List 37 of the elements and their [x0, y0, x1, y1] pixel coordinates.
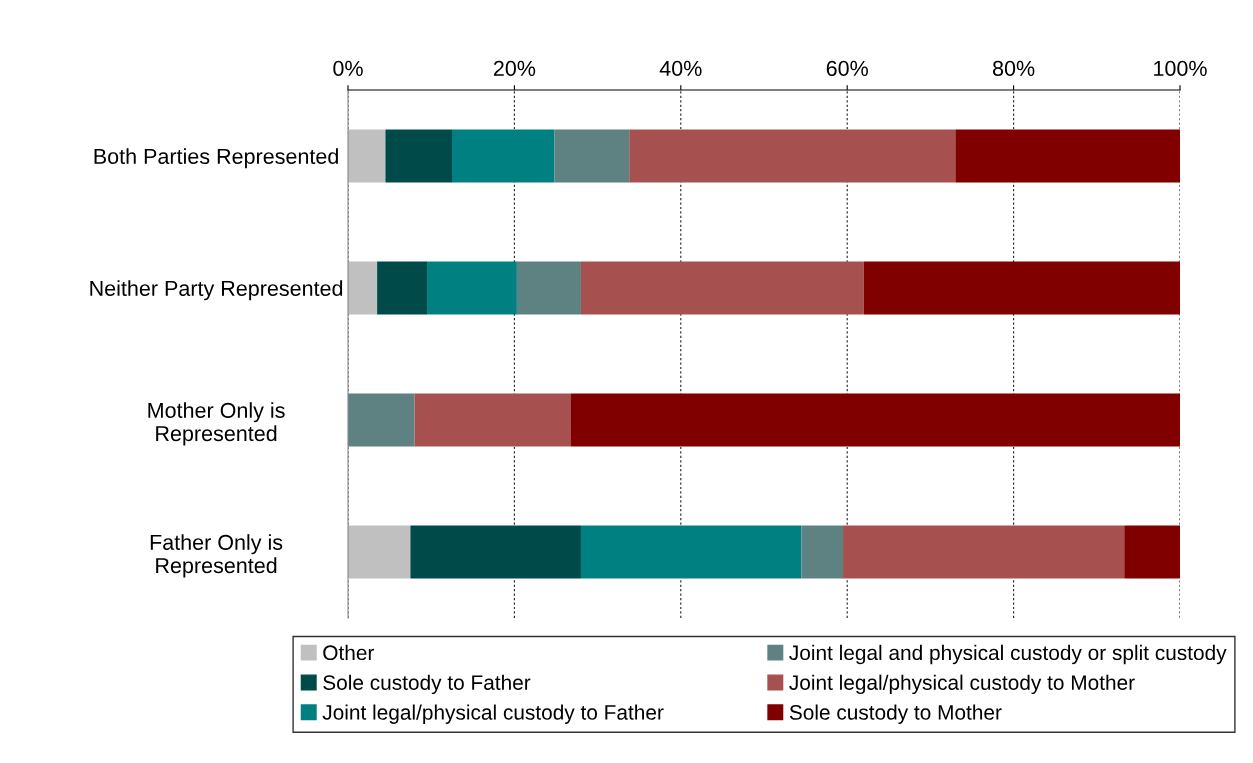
- bar: [427, 261, 517, 315]
- y-tick-label: Father Only is Represented: [150, 534, 283, 578]
- bar: [452, 129, 555, 183]
- bar: [580, 525, 802, 579]
- y-tick-label: Both Parties Represented: [94, 148, 338, 169]
- x-tick-label: 100%: [1154, 60, 1207, 77]
- bar: [955, 129, 1180, 183]
- x-tick-label: 40%: [659, 60, 702, 77]
- x-tick-label: 60%: [826, 60, 868, 77]
- x-tick-label: 20%: [493, 60, 536, 77]
- bar: [516, 261, 581, 315]
- bar: [570, 393, 1180, 447]
- bar: [385, 129, 452, 183]
- bar: [580, 261, 864, 315]
- y-tick-label: Neither Party Represented: [90, 280, 343, 301]
- bar: [348, 129, 386, 183]
- legend-label: Joint legal/physical custody to Father: [322, 704, 664, 724]
- bar: [554, 129, 630, 183]
- bar: [410, 525, 581, 579]
- x-tick-label: 0%: [333, 60, 363, 77]
- legend-label: Other: [323, 644, 375, 661]
- bar: [1124, 525, 1180, 579]
- x-tick-label: 80%: [992, 60, 1035, 77]
- bar: [377, 261, 428, 315]
- bar: [801, 525, 844, 579]
- bar: [348, 393, 415, 447]
- legend-label: Joint legal and physical custody or split custody: [789, 644, 1227, 665]
- bar: [629, 129, 956, 183]
- bar: [843, 525, 1125, 579]
- legend-label: Sole custody to Mother: [789, 704, 1002, 724]
- legend-label: Sole custody to Father: [323, 674, 531, 695]
- bar: [863, 261, 1180, 315]
- legend-label: Joint legal/physical custody to Mother: [789, 674, 1135, 695]
- bar: [348, 525, 411, 579]
- y-tick-label: Mother Only is Represented: [148, 402, 285, 446]
- bar: [348, 261, 378, 315]
- bar: [414, 393, 571, 447]
